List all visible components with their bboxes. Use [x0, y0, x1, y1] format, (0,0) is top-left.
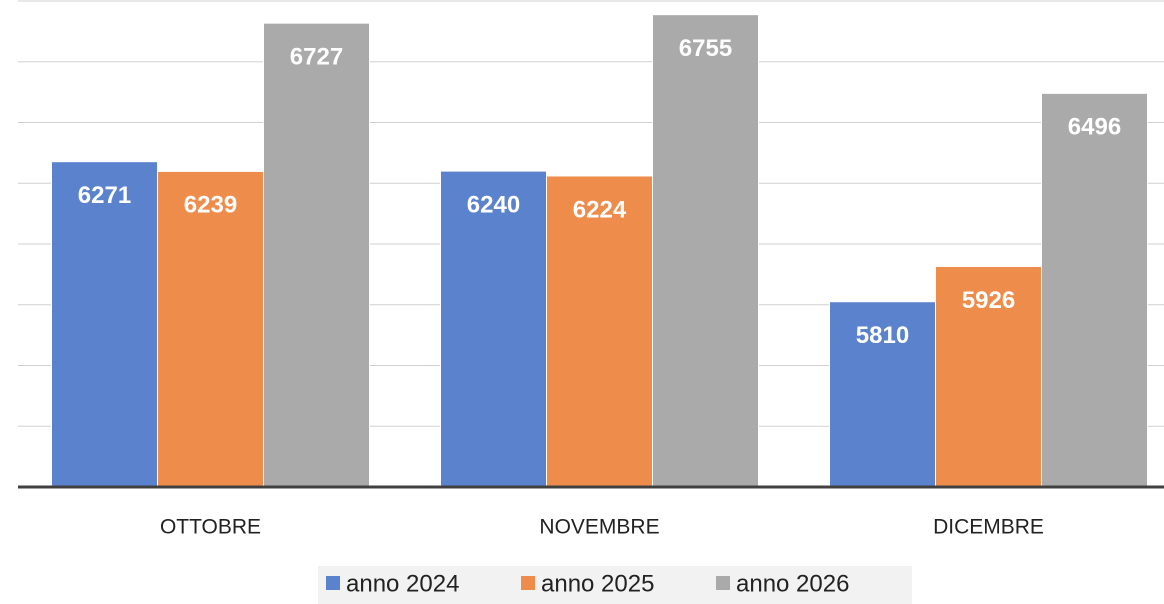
x-tick-label: NOVEMBRE: [539, 516, 659, 539]
legend-box: [318, 566, 912, 604]
bar: [935, 265, 1042, 488]
legend-label: anno 2026: [736, 570, 849, 597]
bar: [829, 301, 936, 488]
value-label: 6755: [679, 35, 732, 62]
bar: [263, 22, 370, 488]
legend-label: anno 2024: [346, 570, 459, 597]
value-label: 6727: [290, 44, 343, 71]
bar: [1041, 92, 1148, 488]
value-label: 6240: [467, 191, 520, 218]
value-label: 6271: [78, 182, 131, 209]
bar: [440, 170, 547, 488]
legend-swatch: [326, 576, 340, 590]
legend-swatch: [716, 576, 730, 590]
value-label: 6224: [573, 196, 627, 223]
value-label: 6239: [184, 192, 237, 219]
value-label: 6496: [1068, 114, 1121, 141]
bar: [652, 14, 759, 488]
value-label: 5926: [962, 287, 1015, 314]
bar: [51, 161, 158, 488]
bar: [157, 170, 264, 488]
legend-label: anno 2025: [541, 570, 654, 597]
legend-swatch: [521, 576, 535, 590]
x-tick-label: DICEMBRE: [933, 516, 1044, 539]
value-label: 5810: [856, 322, 909, 349]
bar: [546, 175, 653, 488]
x-tick-label: OTTOBRE: [160, 516, 261, 539]
